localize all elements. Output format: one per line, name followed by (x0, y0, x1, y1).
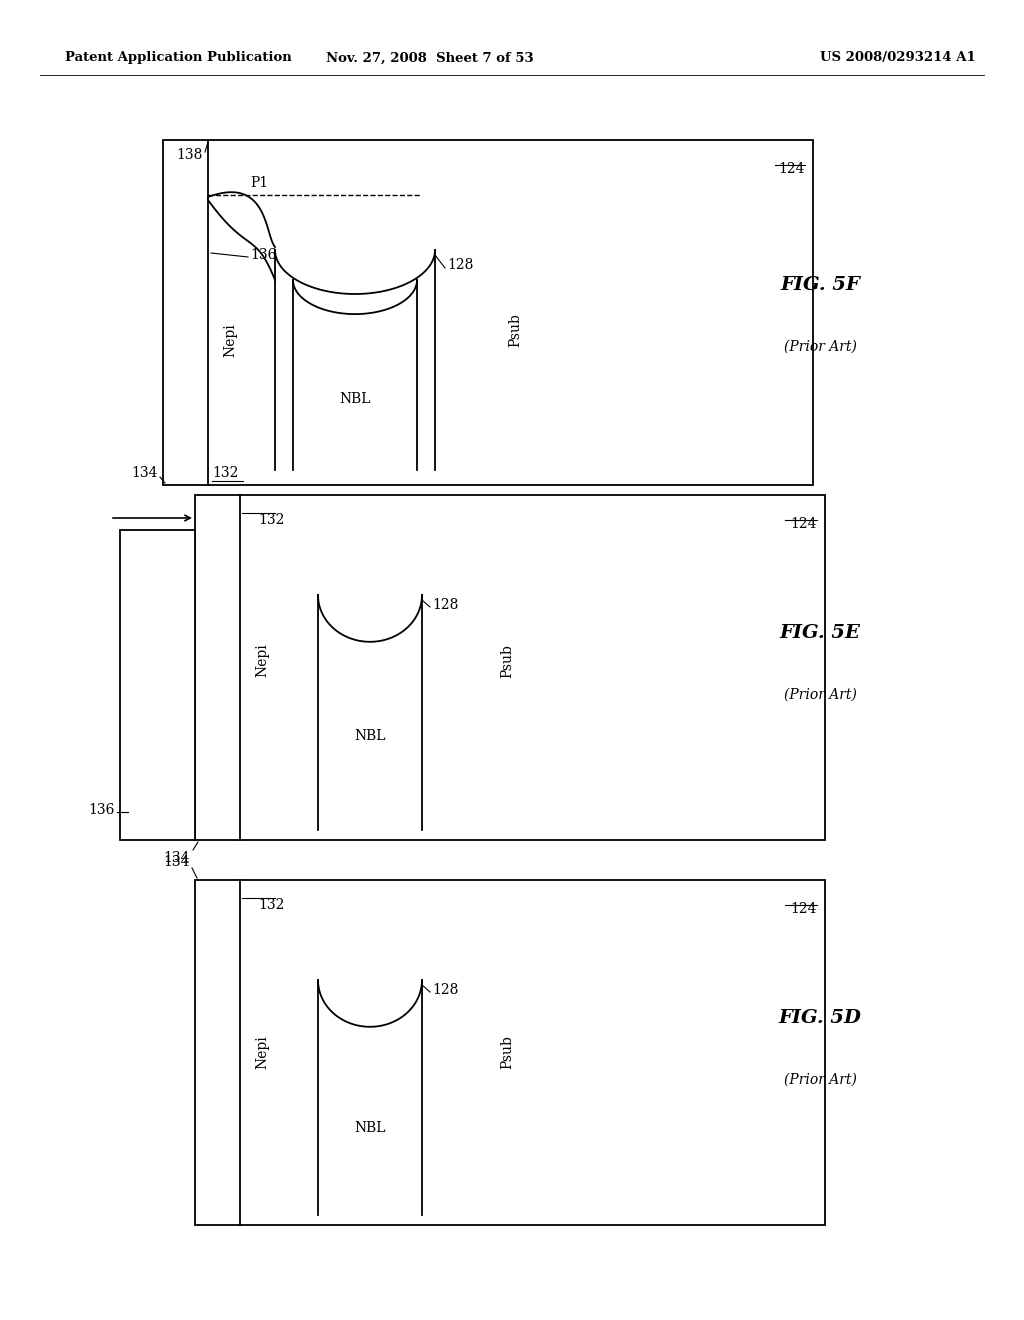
Text: Nepi: Nepi (255, 644, 269, 677)
Text: 136: 136 (250, 248, 276, 261)
Text: 134: 134 (131, 466, 158, 480)
Text: NBL: NBL (339, 392, 371, 405)
Text: NBL: NBL (354, 730, 386, 743)
Text: 128: 128 (447, 257, 473, 272)
Text: 124: 124 (791, 517, 817, 531)
Text: (Prior Art): (Prior Art) (783, 341, 856, 354)
Text: P1: P1 (250, 176, 268, 190)
Text: FIG. 5F: FIG. 5F (780, 276, 860, 294)
Text: Nov. 27, 2008  Sheet 7 of 53: Nov. 27, 2008 Sheet 7 of 53 (327, 51, 534, 65)
Text: Psub: Psub (500, 1036, 514, 1069)
Text: 138: 138 (176, 148, 203, 162)
Text: Nepi: Nepi (223, 323, 237, 356)
Text: 124: 124 (791, 902, 817, 916)
Text: FIG. 5E: FIG. 5E (779, 624, 860, 642)
Text: 132: 132 (212, 466, 239, 480)
Text: 136: 136 (89, 803, 115, 817)
Bar (163, 140, 813, 484)
Text: 134: 134 (164, 851, 190, 865)
Text: (Prior Art): (Prior Art) (783, 1073, 856, 1088)
Text: 128: 128 (432, 598, 459, 612)
Bar (195, 880, 825, 1225)
Text: US 2008/0293214 A1: US 2008/0293214 A1 (820, 51, 976, 65)
Text: 128: 128 (432, 983, 459, 997)
Bar (120, 531, 195, 840)
Text: Psub: Psub (500, 644, 514, 677)
Text: Psub: Psub (508, 313, 522, 347)
Text: FIG. 5D: FIG. 5D (778, 1008, 861, 1027)
Text: NBL: NBL (354, 1122, 386, 1135)
Text: 132: 132 (258, 513, 285, 527)
Text: 134: 134 (164, 855, 190, 869)
Text: Nepi: Nepi (255, 1036, 269, 1069)
Text: (Prior Art): (Prior Art) (783, 688, 856, 702)
Text: Patent Application Publication: Patent Application Publication (65, 51, 292, 65)
Text: 132: 132 (258, 898, 285, 912)
Text: 124: 124 (778, 162, 805, 176)
Bar (195, 495, 825, 840)
